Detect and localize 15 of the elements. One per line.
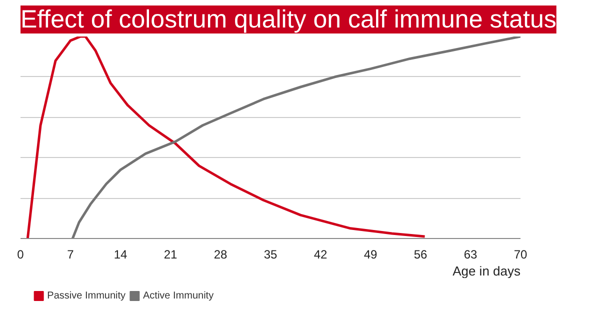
x-tick-label: 70 [514,248,528,262]
chart-title: Effect of colostrum quality on calf immune status [20,6,556,34]
x-tick-label: 21 [164,248,178,262]
x-tick-label: 63 [464,248,478,262]
x-tick-label: 0 [17,248,24,262]
x-tick-label: 42 [314,248,328,262]
x-tick-label: 28 [214,248,228,262]
x-axis-title: Age in days [452,264,521,278]
x-tick-label: 56 [414,248,428,262]
legend-label: Passive Immunity [47,290,126,302]
legend-label: Active Immunity [143,290,214,302]
x-tick-label: 14 [114,248,128,262]
x-tick-label: 49 [364,248,378,262]
x-tick-label: 7 [67,248,74,262]
x-tick-label: 35 [264,248,278,262]
